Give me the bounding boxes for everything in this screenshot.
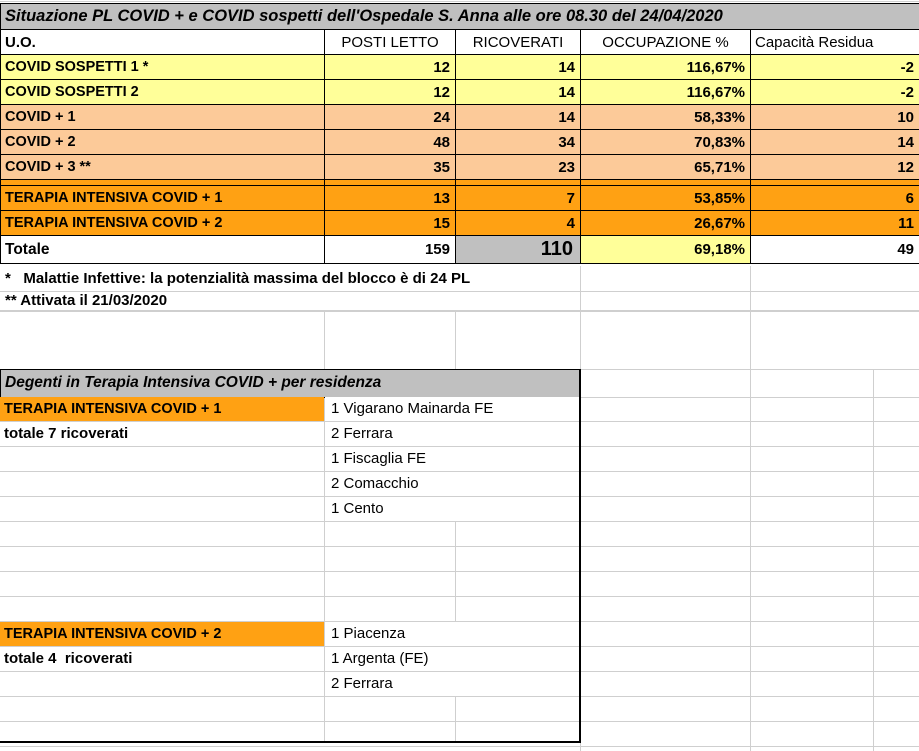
- cell-covid3-posti[interactable]: 35: [324, 154, 456, 180]
- cell-sospetti1-ricoverati[interactable]: 14: [455, 54, 581, 80]
- cell-covid3-ricoverati[interactable]: 23: [455, 154, 581, 180]
- cell-place[interactable]: 1 Vigarano Mainarda FE: [325, 397, 580, 422]
- cell-header-ricoverati[interactable]: RICOVERATI: [455, 29, 581, 55]
- cell-ti2-label[interactable]: TERAPIA INTENSIVA COVID + 2: [0, 210, 325, 236]
- cell-header-uo[interactable]: U.O.: [0, 29, 325, 55]
- cell-totale-ricoverati[interactable]: 110: [455, 235, 581, 264]
- cell-sospetti2-posti[interactable]: 12: [324, 79, 456, 105]
- cell-residenza-ti2-label[interactable]: TERAPIA INTENSIVA COVID + 2: [0, 622, 324, 647]
- cell-covid2-capacita[interactable]: 14: [749, 129, 919, 155]
- cell-covid2-label[interactable]: COVID + 2: [0, 129, 325, 155]
- cell-residenza-ti1-subtitle[interactable]: totale 7 ricoverati: [4, 425, 129, 442]
- gridline-top: [0, 1, 919, 2]
- cell-ti1-capacita[interactable]: 6: [749, 185, 919, 211]
- gridline-v580-bottom: [580, 743, 581, 751]
- cell-covid3-occupazione[interactable]: 65,71%: [580, 154, 751, 180]
- table-row: TERAPIA INTENSIVA COVID + 1 13 7 53,85% …: [0, 185, 919, 211]
- cell-sospetti1-label[interactable]: COVID SOSPETTI 1 *: [0, 54, 325, 80]
- cell-covid1-capacita[interactable]: 10: [749, 104, 919, 130]
- cell-ti2-ricoverati[interactable]: 4: [455, 210, 581, 236]
- gridline-v324: [324, 311, 325, 743]
- title-row: Situazione PL COVID + e COVID sospetti d…: [0, 3, 919, 30]
- sheet-title[interactable]: Situazione PL COVID + e COVID sospetti d…: [0, 3, 919, 30]
- cell-place[interactable]: 2 Ferrara: [325, 422, 580, 447]
- cell-header-occupazione[interactable]: OCCUPAZIONE %: [580, 29, 751, 55]
- cell-totale-posti[interactable]: 159: [324, 235, 456, 264]
- gridline-v455: [455, 311, 456, 743]
- gridline-h397: [580, 397, 919, 398]
- table-row: COVID + 1 24 14 58,33% 10: [0, 104, 919, 130]
- cell-totale-capacita[interactable]: 49: [749, 235, 919, 264]
- cell-sospetti1-posti[interactable]: 12: [324, 54, 456, 80]
- gridline-h369: [580, 369, 919, 370]
- cell-ti2-occupazione[interactable]: 26,67%: [580, 210, 751, 236]
- cell-ti1-occupazione[interactable]: 53,85%: [580, 185, 751, 211]
- cell-place[interactable]: 1 Fiscaglia FE: [325, 447, 580, 472]
- cell-header-capacita[interactable]: Capacità Residua: [749, 29, 919, 55]
- gridline-h311: [0, 311, 919, 312]
- table-row: COVID SOSPETTI 2 12 14 116,67% -2: [0, 79, 919, 105]
- cell-covid1-posti[interactable]: 24: [324, 104, 456, 130]
- gridline-v580-top: [580, 266, 581, 369]
- cell-covid1-occupazione[interactable]: 58,33%: [580, 104, 751, 130]
- cell-header-posti-letto[interactable]: POSTI LETTO: [324, 29, 456, 55]
- cell-place[interactable]: 2 Comacchio: [325, 472, 580, 497]
- table-row: TERAPIA INTENSIVA COVID + 2 15 4 26,67% …: [0, 210, 919, 236]
- footnote-malattie-infettive[interactable]: * Malattie Infettive: la potenzialità ma…: [0, 266, 919, 292]
- table-row: COVID + 2 48 34 70,83% 14: [0, 129, 919, 155]
- residenza-header[interactable]: Degenti in Terapia Intensiva COVID + per…: [0, 369, 581, 398]
- footnote-attivata[interactable]: ** Attivata il 21/03/2020: [0, 292, 919, 311]
- cell-totale-label[interactable]: Totale: [0, 235, 325, 264]
- cell-covid1-ricoverati[interactable]: 14: [455, 104, 581, 130]
- section-border-bottom: [0, 741, 581, 743]
- cell-sospetti1-occupazione[interactable]: 116,67%: [580, 54, 751, 80]
- cell-covid2-posti[interactable]: 48: [324, 129, 456, 155]
- cell-ti1-label[interactable]: TERAPIA INTENSIVA COVID + 1: [0, 185, 325, 211]
- cell-place[interactable]: 1 Cento: [325, 497, 580, 522]
- cell-ti2-capacita[interactable]: 11: [749, 210, 919, 236]
- cell-covid3-capacita[interactable]: 12: [749, 154, 919, 180]
- cell-ti1-posti[interactable]: 13: [324, 185, 456, 211]
- table-row: COVID SOSPETTI 1 * 12 14 116,67% -2: [0, 54, 919, 80]
- cell-ti1-ricoverati[interactable]: 7: [455, 185, 581, 211]
- cell-sospetti2-ricoverati[interactable]: 14: [455, 79, 581, 105]
- cell-place[interactable]: 1 Argenta (FE): [325, 647, 580, 672]
- cell-place[interactable]: 2 Ferrara: [325, 672, 580, 697]
- gridline-v750: [750, 266, 751, 751]
- cell-covid3-label[interactable]: COVID + 3 **: [0, 154, 325, 180]
- cell-sospetti2-capacita[interactable]: -2: [749, 79, 919, 105]
- section-border-right: [579, 369, 581, 743]
- cell-covid2-ricoverati[interactable]: 34: [455, 129, 581, 155]
- occupancy-table: Situazione PL COVID + e COVID sospetti d…: [0, 3, 919, 264]
- header-row: U.O. POSTI LETTO RICOVERATI OCCUPAZIONE …: [0, 29, 919, 55]
- cell-totale-occupazione[interactable]: 69,18%: [580, 235, 751, 264]
- cell-sospetti1-capacita[interactable]: -2: [749, 54, 919, 80]
- cell-ti2-posti[interactable]: 15: [324, 210, 456, 236]
- total-row: Totale 159 110 69,18% 49: [0, 235, 919, 264]
- cell-place[interactable]: 1 Piacenza: [325, 622, 580, 647]
- cell-covid1-label[interactable]: COVID + 1: [0, 104, 325, 130]
- cell-covid2-occupazione[interactable]: 70,83%: [580, 129, 751, 155]
- table-row: COVID + 3 ** 35 23 65,71% 12: [0, 154, 919, 180]
- cell-sospetti2-occupazione[interactable]: 116,67%: [580, 79, 751, 105]
- cell-residenza-ti2-subtitle[interactable]: totale 4 ricoverati: [4, 650, 133, 667]
- gridline-v873: [873, 369, 874, 751]
- cell-sospetti2-label[interactable]: COVID SOSPETTI 2: [0, 79, 325, 105]
- cell-residenza-ti1-label[interactable]: TERAPIA INTENSIVA COVID + 1: [0, 397, 324, 422]
